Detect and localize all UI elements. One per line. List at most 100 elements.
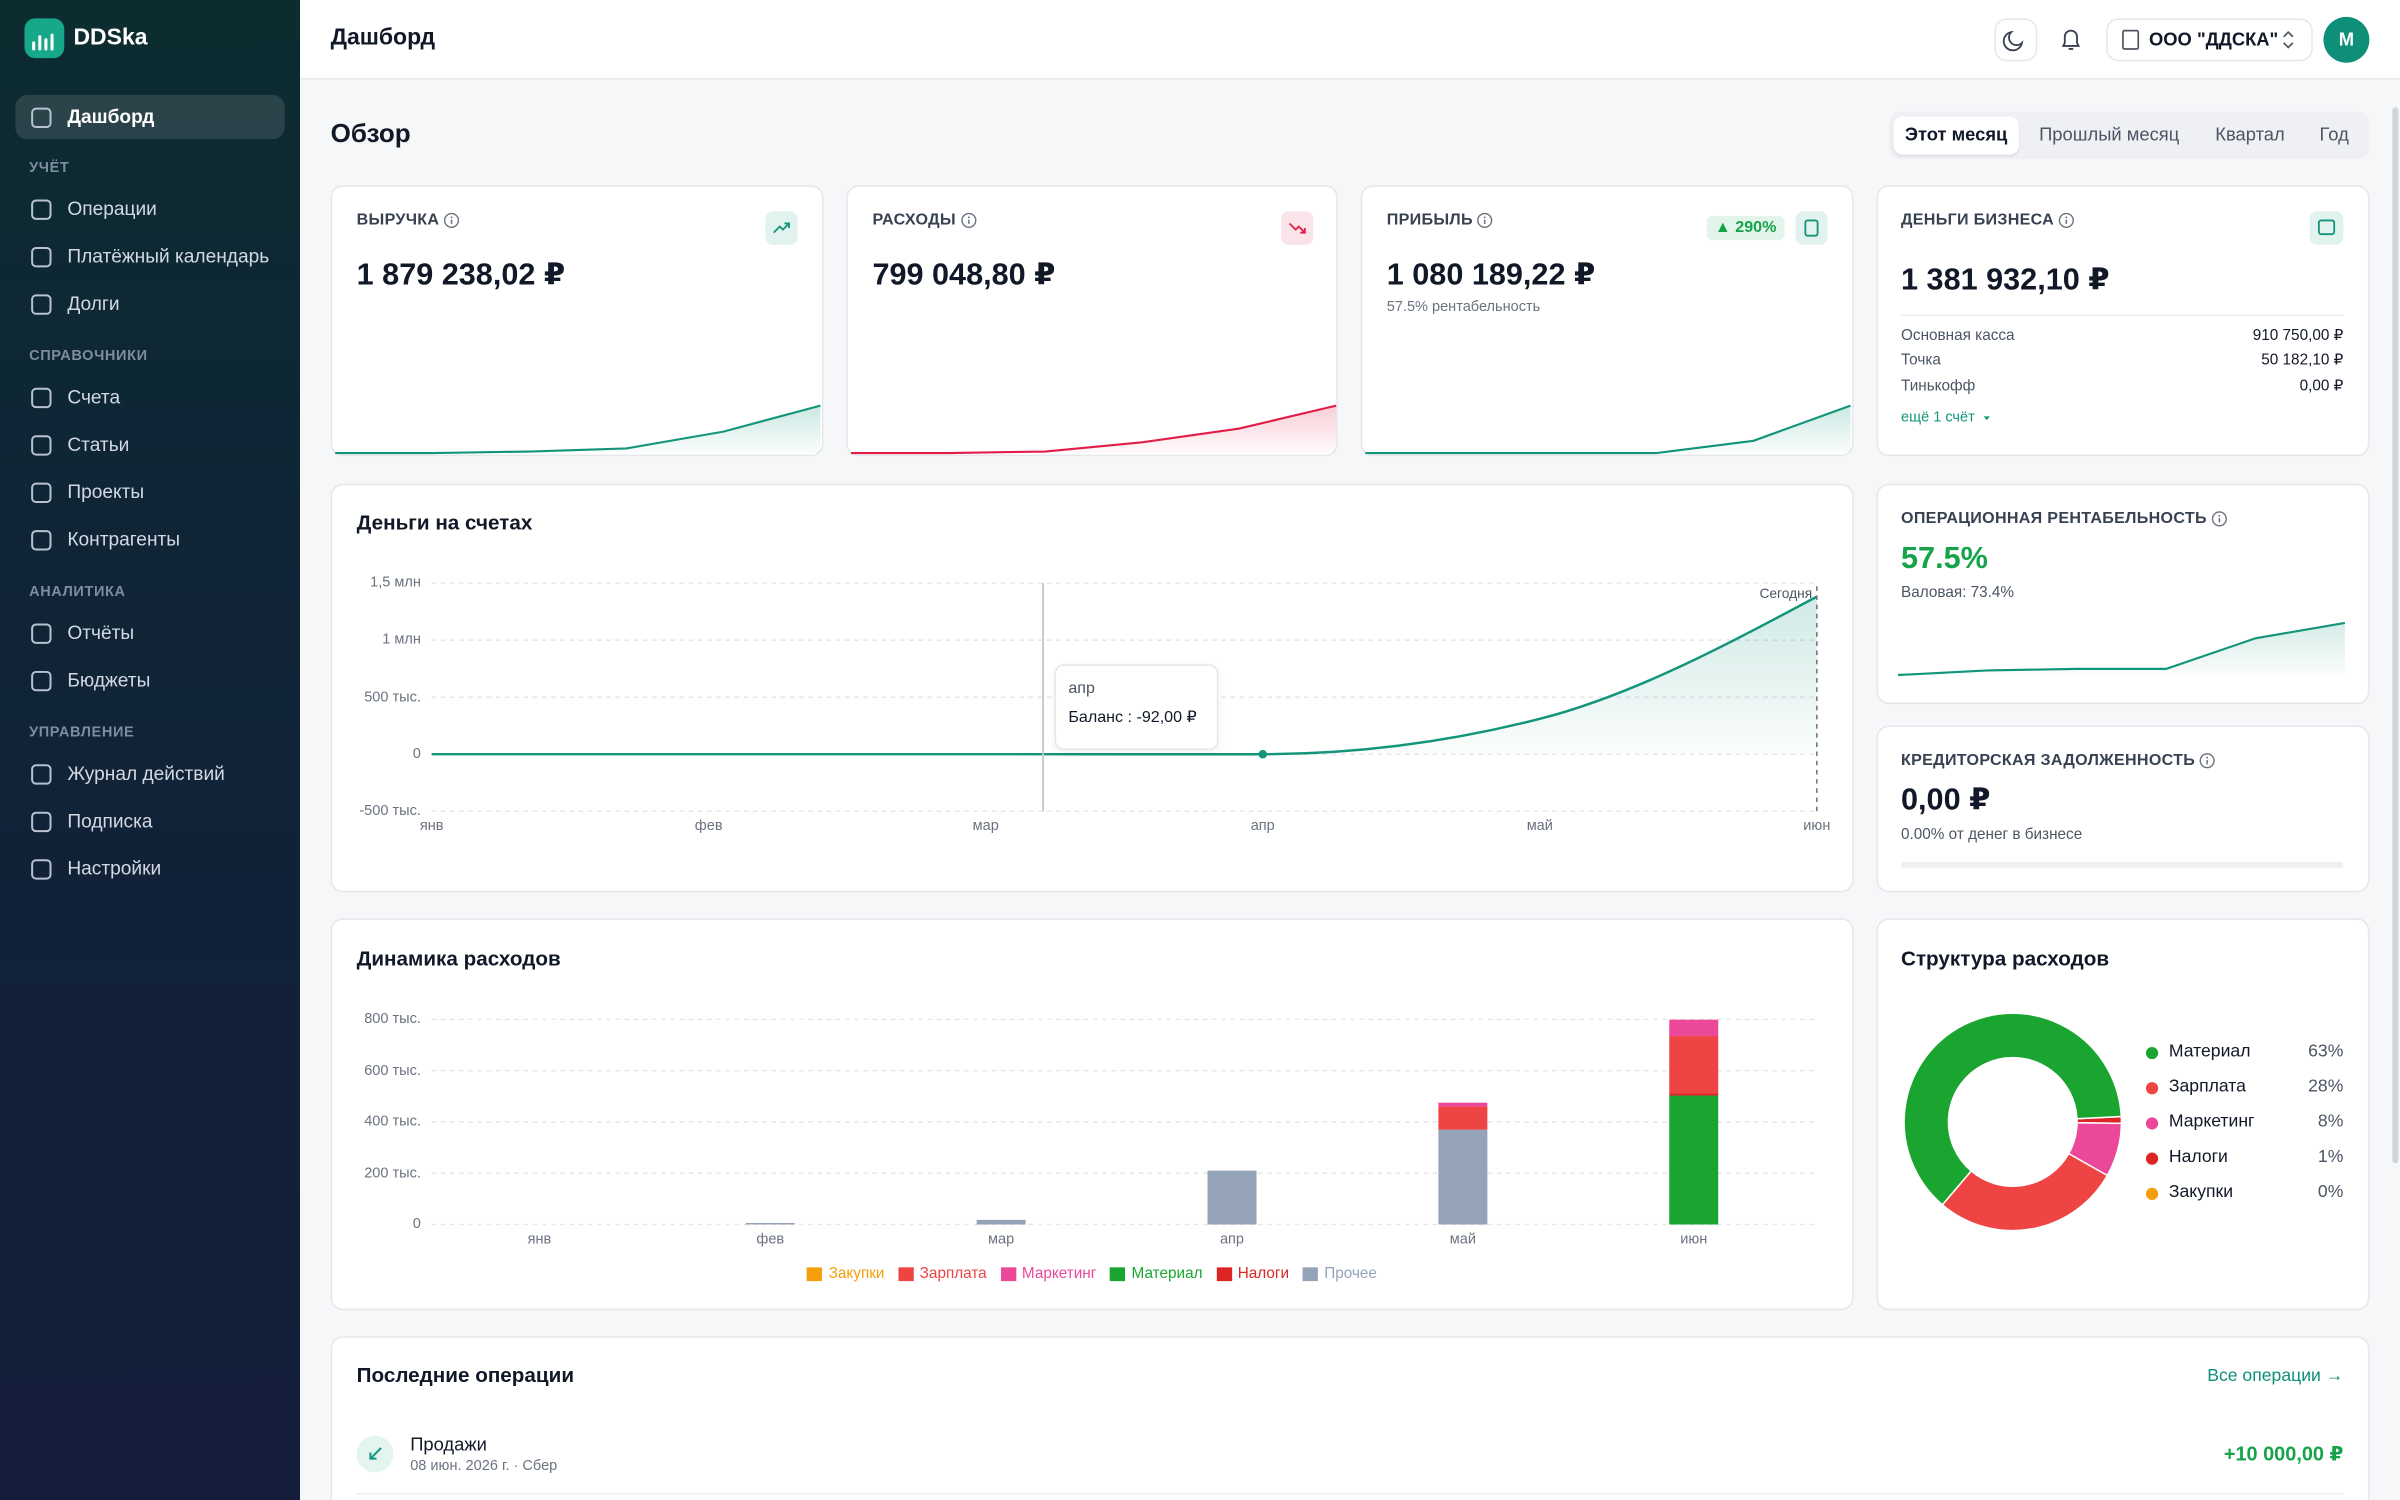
legend: Закупки Зарплата Маркетинг Материал Налоги Пр… bbox=[331, 1263, 1854, 1284]
business-money-card bbox=[1876, 185, 2370, 457]
period-tab[interactable]: Прошлый месяц bbox=[2039, 123, 2180, 146]
account-balance: 50 182,10 ₽ bbox=[2261, 352, 2344, 370]
period-tab[interactable]: Год bbox=[2319, 123, 2349, 146]
nav-item-active[interactable] bbox=[15, 94, 285, 140]
account-name: Точка bbox=[1901, 352, 1941, 370]
legend-swatch bbox=[1216, 1266, 1232, 1281]
kpi-value: 799 048,80 ₽ bbox=[872, 258, 1056, 293]
section-title: Обзор bbox=[330, 119, 411, 149]
account-name: Тинькофф bbox=[1901, 377, 1976, 395]
nav-item[interactable]: Журнал действий bbox=[67, 763, 225, 785]
x-tick-label: апр bbox=[1219, 1231, 1245, 1248]
legend-item[interactable]: Налоги bbox=[1216, 1263, 1289, 1284]
legend-label: Маркетинг bbox=[2168, 1112, 2255, 1132]
avatar[interactable] bbox=[2323, 16, 2370, 63]
legend-label: Налоги bbox=[1237, 1265, 1290, 1282]
nav-item[interactable]: Настройки bbox=[67, 857, 162, 880]
expense-chart-card bbox=[330, 918, 1854, 1311]
legend-swatch bbox=[1110, 1266, 1126, 1281]
expense-structure-card bbox=[1876, 918, 2370, 1311]
period-tab-active[interactable] bbox=[1893, 116, 2019, 155]
y-tick-label: 1 млн bbox=[382, 631, 421, 649]
x-tick-label: июн bbox=[1803, 817, 1831, 835]
kpi-value: 0,00 ₽ bbox=[1901, 783, 1991, 818]
kpi-badge-text: ▲ 290% bbox=[1714, 218, 1777, 237]
nav-item[interactable]: Долги bbox=[67, 293, 120, 315]
avatar-initial: M bbox=[2338, 28, 2355, 51]
theme-button[interactable] bbox=[1994, 18, 2038, 62]
x-tick-label: янв bbox=[419, 817, 444, 835]
y-tick-label: 0 bbox=[412, 745, 421, 763]
y-tick-label: 500 тыс. bbox=[364, 688, 421, 706]
x-tick-label: фев bbox=[756, 1231, 785, 1248]
kpi-icon-box bbox=[765, 211, 798, 245]
nav-item[interactable]: Счета bbox=[67, 386, 121, 408]
legend-value: 28% bbox=[2308, 1077, 2344, 1097]
legend-label: Прочее bbox=[1324, 1265, 1377, 1282]
chart-title: Структура расходов bbox=[1901, 947, 2110, 971]
y-tick-label: 800 тыс. bbox=[364, 1010, 421, 1028]
nav-section-title: УПРАВЛЕНИЕ bbox=[29, 724, 135, 742]
scrollbar-thumb bbox=[2392, 107, 2399, 1164]
wallet-icon-box bbox=[2309, 211, 2344, 245]
legend-item[interactable]: Зарплата bbox=[898, 1263, 987, 1284]
y-tick-label: 0 bbox=[412, 1215, 421, 1233]
chart-title: Динамика расходов bbox=[356, 947, 561, 971]
x-tick-label: фев bbox=[694, 817, 723, 835]
card-label: ДЕНЬГИ БИЗНЕСА bbox=[1901, 210, 2055, 230]
nav-item[interactable]: Операции bbox=[67, 198, 157, 220]
company-name[interactable]: ООО "ДДСКА" bbox=[2148, 28, 2279, 51]
legend-item[interactable]: Маркетинг bbox=[1000, 1263, 1096, 1284]
nav-item[interactable]: Статьи bbox=[67, 433, 130, 456]
logo bbox=[24, 18, 65, 59]
nav-section-title: АНАЛИТИКА bbox=[29, 583, 126, 601]
legend-value: 1% bbox=[2317, 1148, 2344, 1167]
chart-title: Деньги на счетах bbox=[356, 511, 533, 535]
y-tick-label: 1,5 млн bbox=[370, 574, 421, 592]
card-label: ОПЕРАЦИОННАЯ РЕНТАБЕЛЬНОСТЬ bbox=[1901, 509, 2207, 528]
nav-item[interactable]: Проекты bbox=[67, 481, 145, 503]
operation-amount: +10 000,00 ₽ bbox=[2223, 1442, 2344, 1466]
legend-item[interactable]: Материал bbox=[1110, 1263, 1203, 1284]
brand: DDSka bbox=[73, 24, 148, 51]
all-operations-link[interactable]: Все операции → bbox=[2207, 1366, 2344, 1386]
x-tick-label: май bbox=[1449, 1231, 1476, 1248]
nav-item[interactable]: Отчёты bbox=[67, 622, 135, 644]
legend-label: Маркетинг bbox=[1021, 1265, 1097, 1282]
company-select[interactable] bbox=[2106, 18, 2313, 62]
section-title: Последние операции bbox=[356, 1363, 575, 1387]
legend-label: Закупки bbox=[828, 1265, 885, 1282]
period-tab[interactable]: Этот месяц bbox=[1904, 123, 2008, 146]
x-tick-label: янв bbox=[527, 1231, 552, 1248]
nav-item[interactable]: Бюджеты bbox=[67, 669, 151, 692]
nav-item[interactable]: Дашборд bbox=[67, 106, 155, 128]
kpi-value: 1 381 932,10 ₽ bbox=[1901, 263, 2110, 297]
legend-value: 0% bbox=[2317, 1183, 2344, 1202]
operation-name[interactable]: Продажи bbox=[410, 1433, 487, 1456]
kpi-icon-box bbox=[1795, 211, 1828, 245]
legend-value: 63% bbox=[2308, 1042, 2344, 1061]
nav-item[interactable]: Подписка bbox=[67, 810, 153, 832]
legend-swatch bbox=[807, 1266, 823, 1281]
legend-item[interactable]: Закупки bbox=[807, 1263, 884, 1284]
legend-swatch bbox=[1302, 1266, 1319, 1281]
nav-item[interactable]: Платёжный календарь bbox=[67, 245, 270, 268]
more-accounts-link[interactable]: ещё 1 счёт bbox=[1901, 409, 1975, 426]
period-tab[interactable]: Квартал bbox=[2215, 123, 2285, 146]
y-tick-label: -500 тыс. bbox=[359, 802, 421, 820]
legend-swatch bbox=[1000, 1266, 1016, 1281]
x-tick-label: мар bbox=[972, 817, 999, 835]
kpi-value: 1 080 189,22 ₽ bbox=[1386, 258, 1596, 293]
card-label: КРЕДИТОРСКАЯ ЗАДОЛЖЕННОСТЬ bbox=[1901, 751, 2196, 770]
nav-item[interactable]: Контрагенты bbox=[67, 528, 181, 551]
legend-item[interactable]: Прочее bbox=[1302, 1263, 1377, 1284]
sidebar bbox=[0, 0, 300, 1500]
operation-meta: 08 июн. 2026 г. · Сбер bbox=[410, 1457, 558, 1475]
card-label: РАСХОДЫ bbox=[872, 210, 956, 230]
tooltip-title: апр bbox=[1068, 679, 1095, 698]
card-label: ПРИБЫЛЬ bbox=[1386, 210, 1473, 230]
nav-section-title: УЧЁТ bbox=[29, 159, 70, 177]
legend-label: Материал bbox=[2168, 1042, 2251, 1061]
